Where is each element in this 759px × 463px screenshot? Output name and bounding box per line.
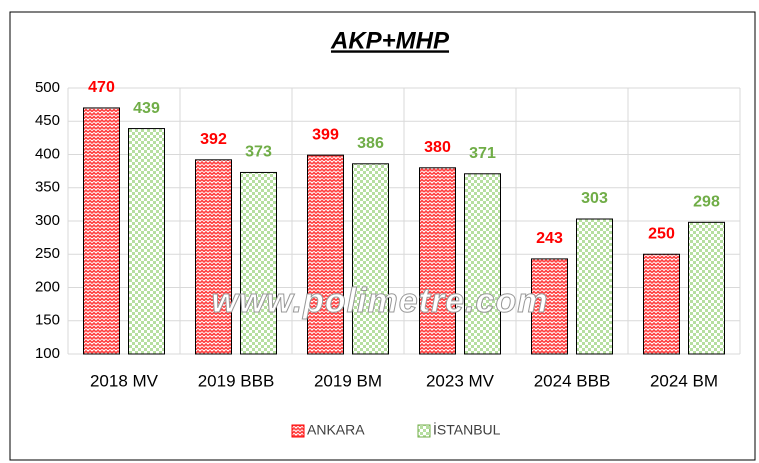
legend-label: ANKARA	[307, 422, 365, 438]
x-tick-label: 2024 BM	[650, 371, 718, 390]
data-label: 371	[469, 145, 496, 162]
bar	[576, 218, 613, 355]
y-tick-label: 250	[35, 245, 60, 262]
bar	[195, 159, 232, 355]
bar	[688, 221, 725, 355]
bar	[240, 171, 277, 355]
watermark: www.polimetre.com	[212, 282, 549, 320]
data-label: 386	[357, 135, 384, 152]
data-label: 298	[693, 194, 720, 211]
data-label: 250	[648, 225, 675, 242]
y-tick-label: 300	[35, 212, 60, 229]
y-tick-label: 500	[35, 79, 60, 96]
y-tick-label: 350	[35, 179, 60, 196]
data-label: 439	[133, 100, 160, 117]
y-tick-label: 200	[35, 278, 60, 295]
y-tick-label: 100	[35, 345, 60, 362]
x-tick-label: 2018 MV	[90, 371, 159, 390]
bar	[352, 163, 389, 355]
y-tick-label: 150	[35, 312, 60, 329]
bar	[307, 154, 344, 355]
x-tick-label: 2024 BBB	[534, 371, 611, 390]
bar	[83, 107, 120, 355]
data-label: 380	[424, 139, 451, 156]
x-tick-label: 2023 MV	[426, 371, 495, 390]
data-label: 470	[88, 79, 115, 96]
legend-swatch	[417, 424, 431, 438]
legend-swatch	[291, 424, 305, 438]
legend-label: İSTANBUL	[433, 421, 501, 438]
bar	[531, 258, 568, 355]
bar	[419, 167, 456, 355]
data-label: 373	[245, 144, 272, 161]
chart-title: AKP+MHP	[330, 27, 450, 54]
y-tick-label: 450	[35, 112, 60, 129]
x-tick-label: 2019 BBB	[198, 371, 275, 390]
y-tick-label: 400	[35, 145, 60, 162]
data-label: 243	[536, 230, 563, 247]
bar	[464, 173, 501, 355]
data-label: 399	[312, 126, 339, 143]
data-label: 392	[200, 131, 227, 148]
data-label: 303	[581, 190, 608, 207]
bar	[643, 253, 680, 355]
x-tick-label: 2019 BM	[314, 371, 382, 390]
bar	[128, 128, 165, 355]
